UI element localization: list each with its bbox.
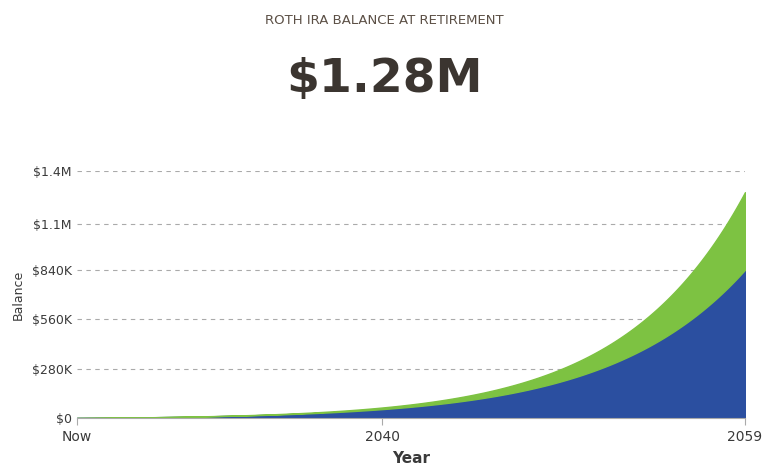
Text: ROTH IRA BALANCE AT RETIREMENT: ROTH IRA BALANCE AT RETIREMENT [265,14,503,27]
Text: $1.28M: $1.28M [286,57,482,102]
X-axis label: Year: Year [392,451,430,466]
Y-axis label: Balance: Balance [12,269,25,320]
